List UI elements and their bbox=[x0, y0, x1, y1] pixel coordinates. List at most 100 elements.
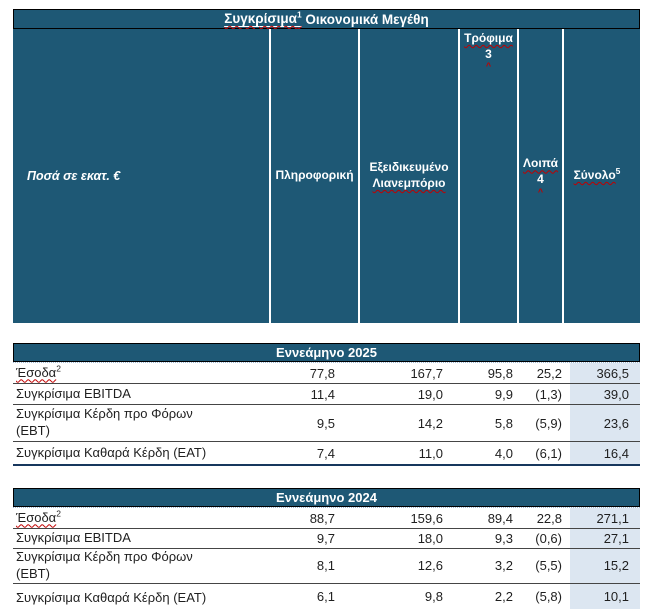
table-row: Έσοδα2 88,7 159,6 89,4 22,8 271,1 bbox=[13, 507, 640, 529]
cell-informatics: 9,7 bbox=[316, 531, 335, 546]
title-flagged-word: Συγκρίσιμα1 bbox=[224, 9, 302, 27]
row-label-text: Συγκρίσιμα Καθαρά Κέρδη (EAT) bbox=[16, 444, 207, 460]
col-retail-line2: Λιανεμπόριο bbox=[372, 176, 446, 190]
cell-informatics: 11,4 bbox=[310, 386, 335, 402]
header-col-informatics: Πληροφορική bbox=[269, 29, 358, 323]
row-label: Συγκρίσιμα Κέρδη προ Φόρων (EBT) bbox=[13, 549, 269, 583]
table-row: Συγκρίσιμα Κέρδη προ Φόρων (EBT) 9,5 14,2… bbox=[13, 405, 640, 442]
cell-other: (5,5) bbox=[535, 558, 562, 574]
cell-retail: 167,7 bbox=[410, 365, 443, 381]
table-row: Συγκρίσιμα Κέρδη προ Φόρων (EBT) 8,1 12,6… bbox=[13, 549, 640, 584]
header-col-food: Τρόφιμα 3 ^ bbox=[458, 29, 517, 323]
col-total-label: Σύνολο bbox=[573, 168, 616, 183]
table-title-bar: Συγκρίσιμα1 Οικονομικά Μεγέθη bbox=[13, 9, 640, 29]
cell-retail: 19,0 bbox=[417, 386, 443, 402]
cell-total: 271,1 bbox=[570, 508, 640, 528]
cell-total: 366,5 bbox=[570, 363, 640, 383]
table-row: Έσοδα2 77,8 167,7 95,8 25,2 366,5 bbox=[13, 362, 640, 384]
cell-food: 9,3 bbox=[494, 531, 513, 546]
cell-food: 3,2 bbox=[494, 558, 513, 574]
row-label-text: Έσοδα bbox=[16, 509, 57, 525]
row-footnote-marker: 2 bbox=[56, 363, 61, 374]
header-unit-label-cell: Ποσά σε εκατ. € bbox=[13, 29, 269, 323]
row-label: Συγκρίσιμα EBITDA bbox=[13, 530, 269, 547]
col-informatics-label: Πληροφορική bbox=[275, 168, 354, 183]
col-food-label: Τρόφιμα bbox=[464, 31, 513, 45]
row-label: Έσοδα2 bbox=[13, 508, 269, 527]
cell-retail: 12,6 bbox=[417, 558, 443, 574]
title-footnote-marker: 1 bbox=[296, 9, 302, 20]
row-label: Συγκρίσιμα Καθαρά Κέρδη (EAT) bbox=[13, 590, 269, 609]
col-retail-line1: Εξειδικευμένο bbox=[369, 160, 449, 175]
cell-total: 10,1 bbox=[570, 583, 640, 609]
header-col-other: Λοιπά 4 ^ bbox=[517, 29, 562, 323]
section-title-2024: Εννεάμηνο 2024 bbox=[13, 488, 640, 507]
header-col-specialized-retail: Εξειδικευμένο Λιανεμπόριο bbox=[358, 29, 458, 323]
title-word: Συγκρίσιμα bbox=[224, 11, 297, 26]
food-caret-mark: ^ bbox=[485, 61, 492, 72]
cell-food: 95,8 bbox=[487, 365, 513, 381]
row-label-line2: (EBT) bbox=[16, 423, 50, 438]
table-row: Συγκρίσιμα Καθαρά Κέρδη (EAT) 6,1 9,8 2,… bbox=[13, 583, 640, 609]
row-label-text: Έσοδα bbox=[16, 364, 57, 380]
cell-other: 22,8 bbox=[536, 510, 562, 526]
col-other-footnote: 4 bbox=[537, 172, 544, 186]
section-rows-2024: Έσοδα2 88,7 159,6 89,4 22,8 271,1 Συγκρί… bbox=[13, 507, 640, 609]
cell-food: 5,8 bbox=[494, 415, 513, 431]
row-label-text: Συγκρίσιμα EBITDA bbox=[16, 530, 131, 546]
cell-other: (1,3) bbox=[535, 386, 562, 402]
cell-other: (6,1) bbox=[535, 445, 562, 461]
row-label: Έσοδα2 bbox=[13, 363, 269, 382]
cell-total: 16,4 bbox=[570, 442, 640, 464]
cell-informatics: 9,5 bbox=[316, 415, 335, 431]
table-row: Συγκρίσιμα Καθαρά Κέρδη (EAT) 7,4 11,0 4… bbox=[13, 442, 640, 466]
row-label: Συγκρίσιμα Κέρδη προ Φόρων (EBT) bbox=[13, 406, 269, 440]
row-footnote-marker: 2 bbox=[56, 508, 61, 519]
col-total-label-wrap: Σύνολο5 bbox=[573, 166, 621, 184]
cell-informatics: 88,7 bbox=[309, 510, 335, 526]
section-2024: Εννεάμηνο 2024 Έσοδα2 88,7 159,6 89,4 22… bbox=[13, 488, 640, 609]
table-header-block: Ποσά σε εκατ. € Πληροφορική Εξειδικευμέν… bbox=[13, 29, 640, 323]
cell-total: 23,6 bbox=[570, 405, 640, 441]
cell-retail: 159,6 bbox=[410, 510, 443, 526]
cell-retail: 11,0 bbox=[418, 445, 443, 461]
row-label: Συγκρίσιμα Καθαρά Κέρδη (EAT) bbox=[13, 445, 269, 462]
row-label-text: Συγκρίσιμα EBITDA bbox=[16, 385, 131, 401]
row-label-text: Συγκρίσιμα Κέρδη προ Φόρων bbox=[16, 406, 193, 422]
unit-label: Ποσά σε εκατ. € bbox=[27, 168, 121, 183]
header-col-total: Σύνολο5 bbox=[562, 29, 630, 323]
row-label: Συγκρίσιμα EBITDA bbox=[13, 386, 269, 403]
cell-other: (0,6) bbox=[535, 531, 562, 546]
cell-food: 2,2 bbox=[494, 589, 513, 605]
cell-informatics: 77,8 bbox=[309, 365, 335, 381]
table-row: Συγκρίσιμα EBITDA 9,7 18,0 9,3 (0,6) 27,… bbox=[13, 529, 640, 549]
table-row: Συγκρίσιμα EBITDA 11,4 19,0 9,9 (1,3) 39… bbox=[13, 384, 640, 405]
cell-other: 25,2 bbox=[536, 365, 562, 381]
cell-total: 39,0 bbox=[570, 384, 640, 404]
cell-food: 9,9 bbox=[494, 386, 513, 402]
row-label-text: Συγκρίσιμα Καθαρά Κέρδη (EAT) bbox=[16, 589, 207, 605]
cell-food: 89,4 bbox=[487, 510, 513, 526]
cell-other: (5,9) bbox=[535, 415, 562, 431]
cell-food: 4,0 bbox=[494, 445, 513, 461]
cell-informatics: 6,1 bbox=[316, 589, 335, 605]
cell-retail: 14,2 bbox=[417, 415, 443, 431]
cell-total: 15,2 bbox=[570, 549, 640, 583]
col-food-footnote: 3 bbox=[485, 46, 492, 61]
cell-informatics: 8,1 bbox=[316, 558, 335, 574]
cell-total: 27,1 bbox=[570, 529, 640, 548]
section-2025: Εννεάμηνο 2025 Έσοδα2 77,8 167,7 95,8 25… bbox=[13, 343, 640, 466]
cell-retail: 18,0 bbox=[417, 531, 443, 546]
title-rest: Οικονομικά Μεγέθη bbox=[301, 11, 429, 27]
cell-retail: 9,8 bbox=[424, 589, 443, 605]
section-rows-2025: Έσοδα2 77,8 167,7 95,8 25,2 366,5 Συγκρί… bbox=[13, 362, 640, 466]
col-total-footnote: 5 bbox=[615, 166, 621, 177]
row-label-line2: (EBT) bbox=[16, 565, 50, 581]
other-caret-mark: ^ bbox=[537, 186, 544, 197]
section-title-2025: Εννεάμηνο 2025 bbox=[13, 343, 640, 362]
col-other-label: Λοιπά bbox=[523, 156, 558, 171]
cell-other: (5,8) bbox=[535, 589, 562, 605]
cell-informatics: 7,4 bbox=[316, 445, 335, 461]
row-label-text: Συγκρίσιμα Κέρδη προ Φόρων bbox=[16, 549, 193, 564]
